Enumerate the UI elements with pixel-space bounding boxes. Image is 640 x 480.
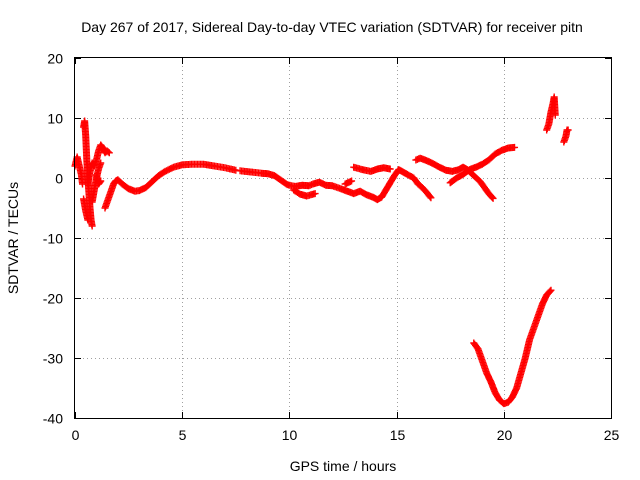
data-point [488, 193, 496, 201]
x-tick-label: 20 [497, 427, 513, 443]
data-point [426, 193, 434, 201]
data-point [97, 159, 105, 167]
plot-frame [74, 57, 612, 419]
data-point [105, 149, 113, 157]
data-point [511, 143, 519, 151]
data-point [551, 111, 559, 119]
data-point [386, 165, 394, 173]
data-point [547, 286, 555, 294]
x-tick-label: 15 [390, 427, 406, 443]
data-point [546, 287, 554, 295]
x-tick-label: 0 [72, 427, 80, 443]
data-point [96, 178, 104, 186]
y-tick-label: -10 [43, 231, 63, 247]
x-axis-label: GPS time / hours [290, 458, 397, 474]
x-tick-label: 25 [604, 427, 620, 443]
y-axis-label: SDTVAR / TECUs [5, 182, 21, 294]
data-point [564, 126, 572, 134]
x-tick-label: 5 [179, 427, 187, 443]
data-point [88, 222, 96, 230]
y-tick-label: -40 [43, 411, 63, 427]
x-tick-label: 10 [282, 427, 298, 443]
grid-lines [75, 58, 611, 418]
y-tick-label: 10 [47, 111, 63, 127]
data-point [84, 216, 92, 224]
y-axis-ticks: -40 -30 -20 -10 0 10 20 [43, 51, 611, 427]
y-tick-label: -30 [43, 351, 63, 367]
data-point [97, 177, 105, 185]
data-point [348, 177, 356, 185]
chart-title: Day 267 of 2017, Sidereal Day-to-day VTE… [81, 19, 583, 35]
data-point [489, 194, 497, 202]
data-point [311, 190, 319, 198]
data-point [427, 194, 435, 202]
y-tick-label: 20 [47, 51, 63, 67]
data-series [71, 93, 572, 408]
x-axis-ticks: 0 5 10 15 20 25 [72, 58, 620, 443]
y-tick-label: -20 [43, 291, 63, 307]
y-tick-label: 0 [55, 171, 63, 187]
data-point [104, 148, 112, 156]
